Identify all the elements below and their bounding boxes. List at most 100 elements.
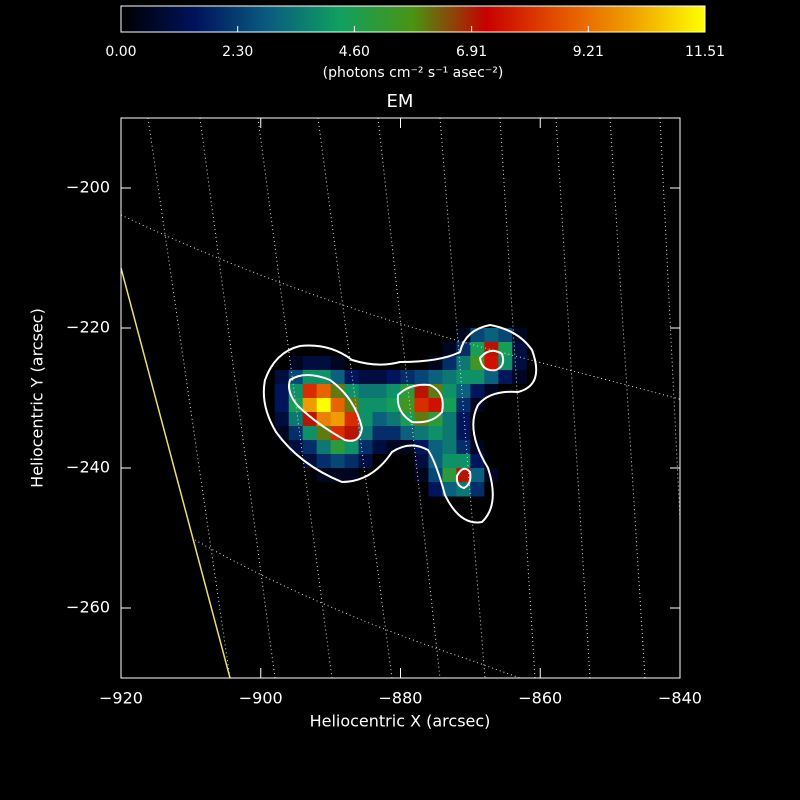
heatmap-cell xyxy=(372,454,388,469)
heatmap-cell xyxy=(330,384,346,399)
longitude-line xyxy=(609,118,646,678)
heatmap-cell xyxy=(386,412,401,427)
heatmap-cell xyxy=(414,384,429,399)
chart-title: EM xyxy=(387,91,414,112)
heatmap-cell xyxy=(498,440,513,455)
heatmap-cell xyxy=(400,356,415,371)
heatmap-cell xyxy=(512,356,527,371)
heatmap-cell xyxy=(274,328,290,343)
heatmap-cell xyxy=(512,342,527,357)
y-tick-label: −240 xyxy=(66,458,110,477)
heatmap-cell xyxy=(512,398,527,413)
heatmap-cell xyxy=(484,384,499,399)
heatmap-cell xyxy=(456,454,471,469)
heatmap-cell xyxy=(428,328,443,343)
heatmap-cell xyxy=(372,468,388,483)
heatmap-cell xyxy=(414,370,429,385)
heatmap-cell xyxy=(470,454,485,469)
heatmap-cell xyxy=(484,356,499,371)
heatmap-cell xyxy=(456,440,471,455)
heatmap-cell xyxy=(274,412,290,427)
heatmap-cell xyxy=(512,440,527,455)
heatmap-cell xyxy=(344,454,360,469)
heatmap-cell xyxy=(442,356,457,371)
heatmap-cell xyxy=(484,440,499,455)
heatmap-cell xyxy=(414,412,429,427)
heatmap-cell xyxy=(358,370,374,385)
heatmap-cell xyxy=(428,398,443,413)
heatmap-cell xyxy=(358,468,374,483)
y-tick-label: −260 xyxy=(66,598,110,617)
heatmap-cell xyxy=(358,440,374,455)
heatmap-cell xyxy=(386,454,401,469)
heatmap-cell xyxy=(498,412,513,427)
heatmap-cell xyxy=(498,468,513,483)
heatmap-cell xyxy=(344,468,360,483)
heatmap-cell xyxy=(330,370,346,385)
limb xyxy=(121,267,231,678)
heatmap-cell xyxy=(344,370,360,385)
heatmap-cell xyxy=(344,412,360,427)
heatmap-cell xyxy=(442,454,457,469)
latitude-line xyxy=(194,539,521,678)
heatmap-cell xyxy=(414,468,429,483)
heatmap-cell xyxy=(288,426,304,441)
heatmap-cell xyxy=(512,468,527,483)
heatmap-cell xyxy=(498,342,513,357)
colorbar xyxy=(120,5,706,33)
heatmap-cell xyxy=(414,356,429,371)
contour-line xyxy=(455,467,472,490)
heatmap-cell xyxy=(442,342,457,357)
heatmap-cell xyxy=(274,356,290,371)
heatmap-cell xyxy=(428,342,443,357)
heatmap-cell xyxy=(274,454,290,469)
heatmap-cell xyxy=(386,426,401,441)
heatmap-cell xyxy=(302,482,318,497)
heatmap-cell xyxy=(484,328,499,343)
heatmap-cell xyxy=(456,398,471,413)
heatmap-cell xyxy=(274,398,290,413)
contour-line xyxy=(262,323,538,524)
heatmap-cell xyxy=(400,370,415,385)
heatmap-cell xyxy=(498,370,513,385)
heatmap-cell xyxy=(372,328,388,343)
heatmap-cell xyxy=(302,398,318,413)
colorbar-tick-label: 4.60 xyxy=(339,44,370,60)
heatmap-cell xyxy=(288,328,304,343)
heatmap-cell xyxy=(498,426,513,441)
heatmap-cell xyxy=(302,328,318,343)
heatmap-cell xyxy=(330,398,346,413)
heatmap-cell xyxy=(288,356,304,371)
heatmap-cell xyxy=(372,342,388,357)
heatmap-cell xyxy=(344,426,360,441)
heatmap-cell xyxy=(316,412,332,427)
heatmap-cell xyxy=(470,370,485,385)
heatmap-cell xyxy=(400,342,415,357)
heatmap-cell xyxy=(372,412,388,427)
heatmap-cell xyxy=(512,370,527,385)
heatmap-cell xyxy=(372,384,388,399)
heatmap-cell xyxy=(344,384,360,399)
heatmap-cell xyxy=(344,440,360,455)
heatmap-cell xyxy=(512,454,527,469)
heatmap-cell xyxy=(316,454,332,469)
heatmap-cell xyxy=(316,356,332,371)
latitude-line xyxy=(121,214,680,400)
contour-line xyxy=(396,383,444,424)
heatmap-cell xyxy=(442,468,457,483)
colorbar-tick-label: 6.91 xyxy=(456,44,487,60)
heatmap-cell xyxy=(484,412,499,427)
heatmap-cell xyxy=(358,482,374,497)
heatmap-cell xyxy=(428,370,443,385)
heatmap-cell xyxy=(274,426,290,441)
heatmap-cell xyxy=(414,328,429,343)
x-tick-label: −840 xyxy=(658,689,702,708)
heatmap-cell xyxy=(442,328,457,343)
heatmap-cell xyxy=(484,468,499,483)
contour-line xyxy=(288,374,364,442)
heatmap-cell xyxy=(498,454,513,469)
heatmap-cell xyxy=(414,398,429,413)
heatmap-cell xyxy=(400,440,415,455)
heatmap-cell xyxy=(484,370,499,385)
